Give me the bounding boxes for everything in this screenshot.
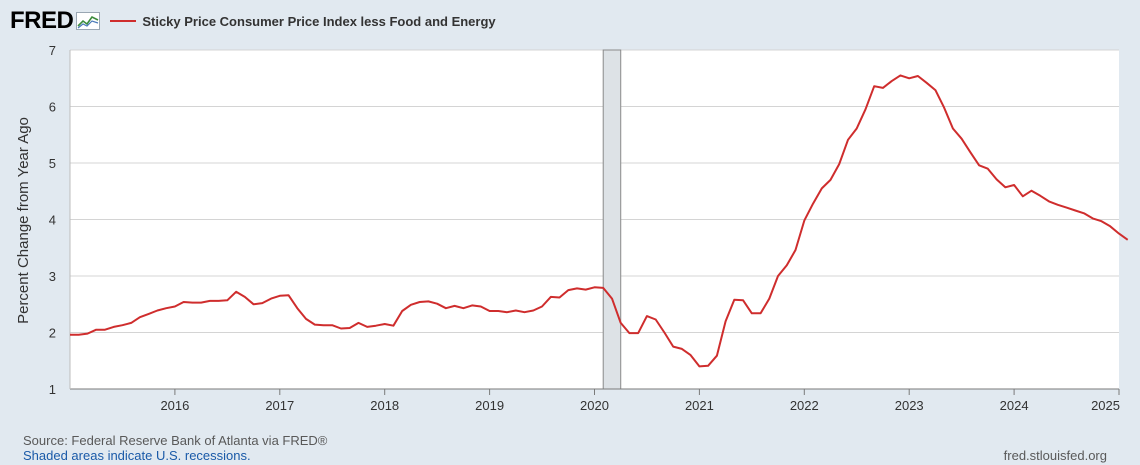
fred-logo-text: FRED — [10, 7, 74, 34]
series-line — [70, 74, 1129, 368]
x-tick-label: 2024 — [1000, 398, 1029, 413]
line-chart: 1 2 3 4 5 6 7 2016 2017 2018 2019 2020 2021 2022 2023 2… — [15, 43, 1129, 413]
x-tick-label: 2016 — [160, 398, 189, 413]
site-url[interactable]: fred.stlouisfed.org — [1003, 448, 1107, 463]
x-tick-label: 2020 — [580, 398, 609, 413]
y-tick-label: 2 — [49, 326, 56, 341]
x-tick-label: 2017 — [265, 398, 294, 413]
x-tick-label: 2018 — [370, 398, 399, 413]
recession-note[interactable]: Shaded areas indicate U.S. recessions. — [23, 448, 251, 463]
fred-graph-icon — [76, 12, 101, 30]
y-axis-title: Percent Change from Year Ago — [15, 117, 32, 324]
x-tick-label: 2021 — [685, 398, 714, 413]
y-tick-label: 3 — [49, 269, 56, 284]
y-tick-label: 4 — [49, 213, 56, 228]
fred-logo[interactable]: FRED — [10, 7, 101, 34]
legend-swatch — [110, 20, 137, 22]
x-tick-label: 2025 — [1091, 398, 1120, 413]
source-text: Source: Federal Reserve Bank of Atlanta … — [23, 433, 328, 448]
legend-label: Sticky Price Consumer Price Index less F… — [142, 13, 496, 29]
y-tick-label: 6 — [49, 100, 56, 115]
y-tick-label: 1 — [49, 382, 56, 397]
recession-band — [602, 49, 622, 390]
chart-header: FRED Sticky Price Consumer Price Index l… — [10, 6, 496, 36]
x-tick-label: 2023 — [895, 398, 924, 413]
x-tick-label: 2019 — [475, 398, 504, 413]
y-tick-label: 5 — [49, 156, 56, 171]
chart-legend: Sticky Price Consumer Price Index less F… — [110, 13, 496, 29]
y-tick-label: 7 — [49, 43, 56, 58]
x-tick-label: 2022 — [790, 398, 819, 413]
